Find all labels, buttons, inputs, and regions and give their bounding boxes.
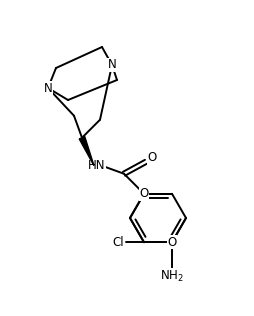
Polygon shape [79, 137, 94, 166]
Text: Cl: Cl [112, 236, 124, 249]
Text: NH$_2$: NH$_2$ [160, 269, 184, 284]
Text: O: O [167, 236, 177, 249]
Text: O: O [139, 187, 149, 200]
Text: N: N [108, 58, 116, 71]
Text: N: N [44, 82, 52, 94]
Text: O: O [147, 151, 157, 164]
Text: HN: HN [88, 159, 106, 172]
